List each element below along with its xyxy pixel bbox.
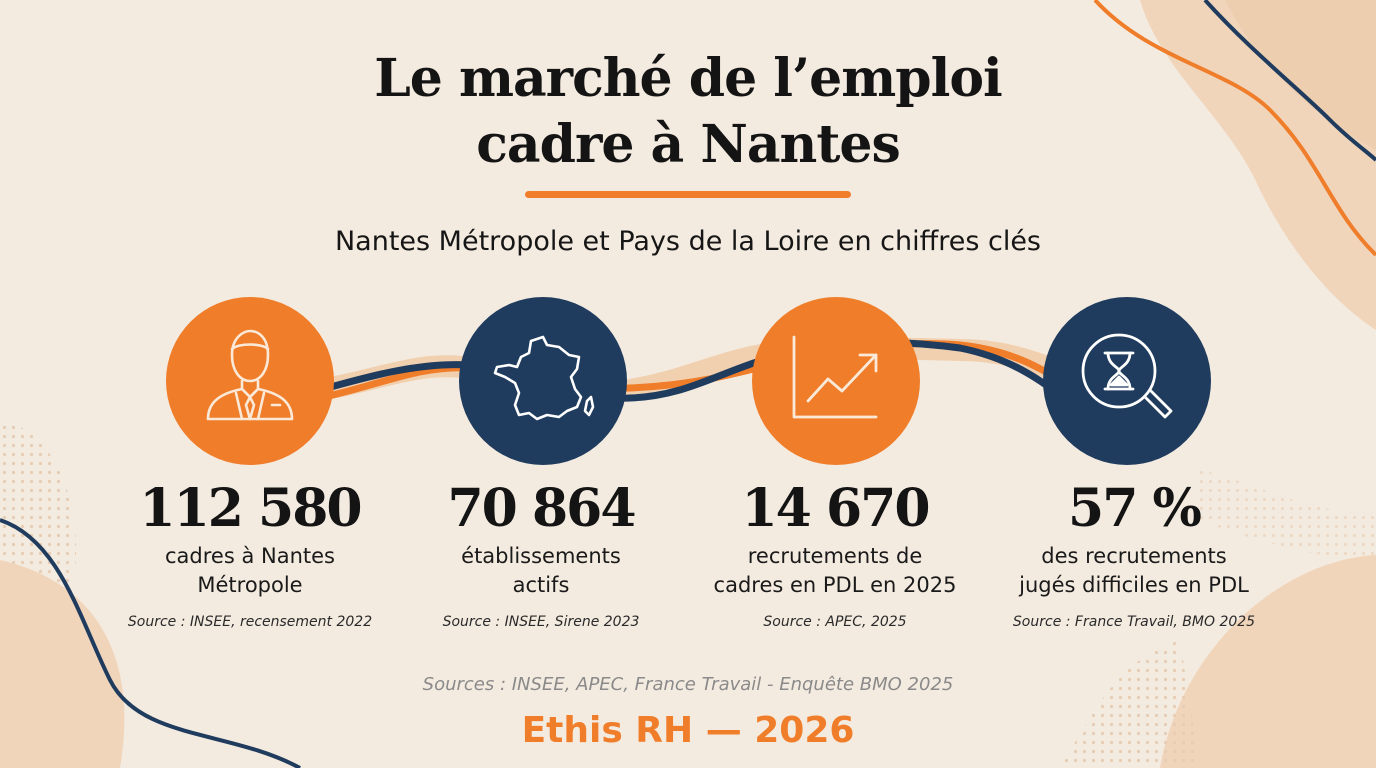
- title-line-2: cadre à Nantes: [476, 114, 901, 175]
- stat-4-source: Source : France Travail, BMO 2025: [1012, 614, 1256, 630]
- stat-3-source: Source : APEC, 2025: [763, 614, 907, 630]
- growth-chart-icon: [792, 335, 878, 419]
- footer-sources: Sources : INSEE, APEC, France Travail - …: [422, 674, 954, 695]
- page-title: Le marché de l’emploi cadre à Nantes: [0, 46, 1376, 178]
- stat-1-source: Source : INSEE, recensement 2022: [127, 614, 373, 630]
- stat-3-description: recrutements de cadres en PDL en 2025: [713, 544, 957, 597]
- stat-1-badge: [166, 297, 334, 465]
- stat-2-badge: [459, 297, 627, 465]
- title-underline: [525, 191, 851, 198]
- stat-3: 14 670 recrutements de cadres en PDL en …: [675, 478, 995, 630]
- stat-1: 112 580 cadres à Nantes Métropole Source…: [90, 478, 410, 630]
- france-map-icon: [493, 335, 595, 421]
- stat-2-source: Source : INSEE, Sirene 2023: [442, 614, 640, 630]
- stat-4-badge: [1043, 297, 1211, 465]
- stat-2-description: établissements actifs: [461, 544, 621, 597]
- title-line-1: Le marché de l’emploi: [374, 48, 1003, 109]
- stat-3-value: 14 670: [741, 478, 930, 539]
- stat-1-description: cadres à Nantes Métropole: [165, 544, 335, 597]
- stat-4-value: 57 %: [1068, 478, 1202, 539]
- stat-3-badge: [752, 297, 920, 465]
- businessman-icon: [206, 329, 294, 421]
- subtitle: Nantes Métropole et Pays de la Loire en …: [334, 226, 1041, 257]
- stat-2-value: 70 864: [447, 478, 636, 539]
- stat-4-description: des recrutements jugés difficiles en PDL: [1019, 544, 1249, 597]
- stat-2: 70 864 établissements actifs Source : IN…: [381, 478, 701, 630]
- stat-4: 57 % des recrutements jugés difficiles e…: [974, 478, 1294, 630]
- brand-signature: Ethis RH — 2026: [521, 710, 855, 751]
- stat-1-value: 112 580: [139, 478, 362, 539]
- hourglass-search-icon: [1081, 333, 1173, 419]
